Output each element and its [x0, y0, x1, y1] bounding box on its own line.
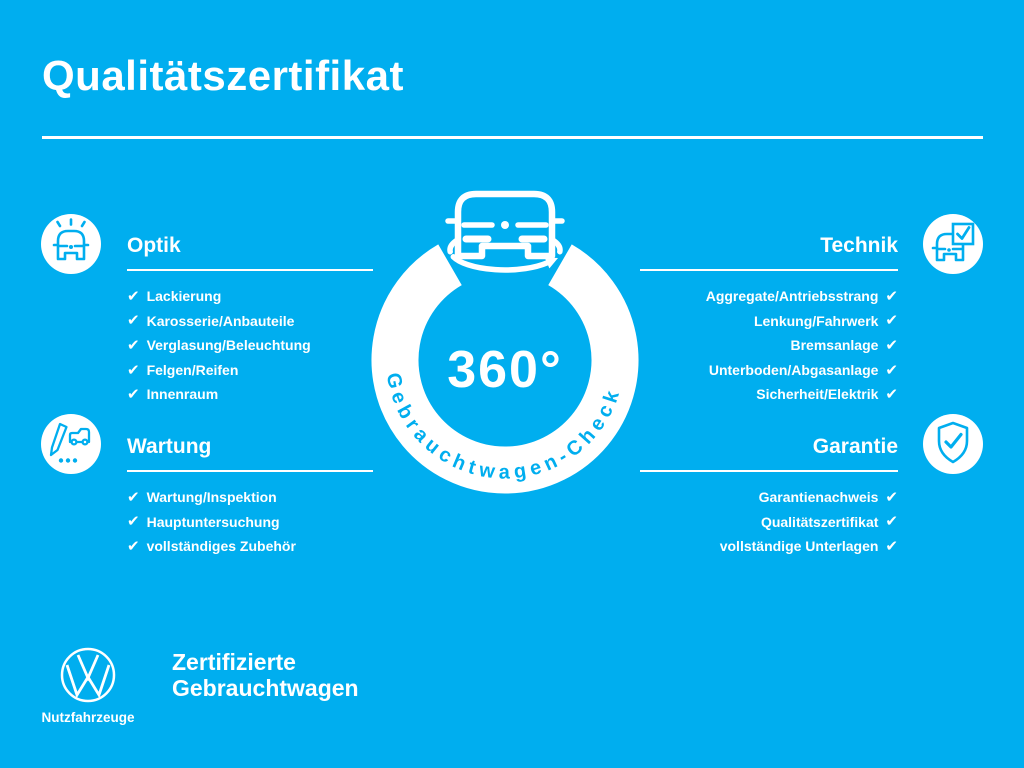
checklist-item: ✔ Innenraum [127, 382, 373, 407]
section-garantie: Garantie Garantienachweis ✔ Qualitätszerti… [640, 435, 898, 559]
check-icon: ✔ [885, 361, 898, 379]
check-icon: ✔ [127, 287, 140, 305]
section-title-garantie: Garantie [640, 435, 898, 472]
checklist-item: Aggregate/Antriebsstrang ✔ [640, 284, 898, 309]
title-divider [42, 136, 983, 139]
wartung-icon-circle [41, 414, 101, 474]
garantie-icon-circle [923, 414, 983, 474]
checklist-item: ✔ Wartung/Inspektion [127, 485, 373, 510]
section-title-wartung: Wartung [127, 435, 373, 472]
checklist-item-label: Verglasung/Beleuchtung [146, 337, 311, 354]
section-title-technik: Technik [640, 234, 898, 271]
section-title-optik: Optik [127, 234, 373, 271]
check-icon: ✔ [885, 287, 898, 305]
checklist-item: ✔ Verglasung/Beleuchtung [127, 333, 373, 358]
checklist-item: ✔ Felgen/Reifen [127, 358, 373, 383]
checklist-item-label: Unterboden/Abgasanlage [708, 361, 879, 378]
shield-check-icon [937, 421, 969, 464]
checklist-item-label: vollständiges Zubehör [146, 538, 296, 555]
page-title: Qualitätszertifikat [42, 52, 404, 99]
checklist-item: ✔ Hauptuntersuchung [127, 510, 373, 535]
check-icon: ✔ [885, 336, 898, 354]
tagline-line-1: Zertifizierte [172, 649, 296, 675]
checklist-item-label: Aggregate/Antriebsstrang [705, 288, 879, 304]
car-360-rotation-icon [445, 190, 565, 273]
checklist-item-label: Lackierung [146, 288, 222, 304]
vw-brand-label: Nutzfahrzeuge [41, 710, 135, 725]
optik-icon-circle [41, 214, 101, 274]
checklist-item: Qualitätszertifikat ✔ [640, 510, 898, 535]
check-icon: ✔ [127, 361, 140, 379]
checklist-item-label: Bremsanlage [790, 337, 879, 354]
checklist-item: vollständige Unterlagen ✔ [640, 534, 898, 559]
footer-tagline: Zertifizierte Gebrauchtwagen [172, 649, 359, 701]
car-badge-dot [501, 221, 509, 229]
checklist-item-label: Garantienachweis [758, 489, 879, 505]
technik-icon-circle [923, 214, 983, 274]
badge-ring [371, 244, 639, 494]
check-icon: ✔ [885, 386, 898, 404]
tagline-line-2: Gebrauchtwagen [172, 675, 359, 701]
check-icon: ✔ [127, 537, 140, 555]
checklist-item: Bremsanlage ✔ [640, 333, 898, 358]
checklist-item: ✔ vollständiges Zubehör [127, 534, 373, 559]
checklist-item: Lenkung/Fahrwerk ✔ [640, 309, 898, 334]
checklist-item-label: Lenkung/Fahrwerk [753, 312, 879, 329]
checklist-item: Sicherheit/Elektrik ✔ [640, 382, 898, 407]
checklist-item: Unterboden/Abgasanlage ✔ [640, 358, 898, 383]
checklist-garantie: Garantienachweis ✔ Qualitätszertifikat ✔ vol… [640, 485, 898, 559]
section-optik: Optik ✔ Lackierung ✔ Karosserie/Anbauteile ✔… [127, 234, 373, 407]
checklist-item-label: Felgen/Reifen [146, 361, 239, 378]
checklist-wartung: ✔ Wartung/Inspektion ✔ Hauptuntersuchung ✔ vo… [127, 485, 373, 559]
check-icon: ✔ [885, 488, 898, 506]
check-icon: ✔ [885, 537, 898, 555]
checklist-item-label: Karosserie/Anbauteile [146, 312, 295, 329]
check-icon: ✔ [127, 386, 140, 404]
checklist-item-label: Sicherheit/Elektrik [756, 386, 879, 403]
checklist-optik: ✔ Lackierung ✔ Karosserie/Anbauteile ✔ Vergla… [127, 284, 373, 407]
checklist-item-label: Wartung/Inspektion [146, 489, 277, 505]
check-icon: ✔ [127, 336, 140, 354]
checklist-item: ✔ Karosserie/Anbauteile [127, 309, 373, 334]
checklist-technik: Aggregate/Antriebsstrang ✔ Lenkung/Fahrwer… [640, 284, 898, 407]
checklist-item-label: Qualitätszertifikat [760, 513, 879, 530]
car-shine-icon [52, 218, 90, 261]
check-icon: ✔ [885, 513, 898, 531]
checklist-item-label: Innenraum [146, 386, 219, 403]
check-icon: ✔ [127, 513, 140, 531]
check-icon: ✔ [127, 488, 140, 506]
vw-logo [60, 647, 116, 703]
section-wartung: Wartung ✔ Wartung/Inspektion ✔ Hauptuntersu… [127, 435, 373, 559]
check-icon: ✔ [127, 312, 140, 330]
checklist-item-label: vollständige Unterlagen [719, 538, 879, 555]
section-technik: Technik Aggregate/Antriebsstrang ✔ Lenkung… [640, 234, 898, 407]
checklist-item: ✔ Lackierung [127, 284, 373, 309]
badge-degrees-label: 360° [447, 341, 563, 399]
checklist-item: Garantienachweis ✔ [640, 485, 898, 510]
check-icon: ✔ [885, 312, 898, 330]
badge-360-check: 360° Gebrauchtwagen-Check [371, 190, 639, 494]
car-checklist-icon [931, 222, 975, 262]
checklist-item-label: Hauptuntersuchung [146, 513, 280, 530]
service-record-pencil-icon [49, 422, 91, 463]
